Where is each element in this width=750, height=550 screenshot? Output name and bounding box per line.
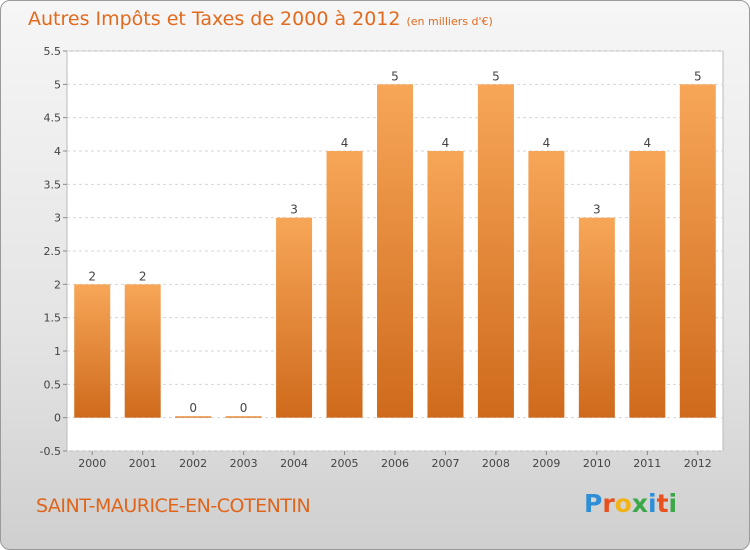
- y-tick-label: 3: [54, 212, 61, 225]
- data-label: 5: [391, 69, 399, 83]
- x-tick-label: 2011: [633, 457, 661, 470]
- x-tick-label: 2000: [78, 457, 106, 470]
- x-tick-label: 2004: [280, 457, 308, 470]
- x-tick-label: 2003: [230, 457, 258, 470]
- bar: [528, 151, 565, 418]
- x-tick-label: 2007: [431, 457, 459, 470]
- x-tick-label: 2002: [179, 457, 207, 470]
- data-label: 2: [139, 269, 147, 283]
- bar: [225, 416, 262, 418]
- x-tick-label: 2001: [129, 457, 157, 470]
- y-tick-label: 1.5: [44, 312, 62, 325]
- x-tick-label: 2008: [482, 457, 510, 470]
- logo-letter: i: [648, 489, 657, 518]
- commune-name: SAINT-MAURICE-EN-COTENTIN: [36, 495, 311, 517]
- y-tick-label: 4: [54, 145, 61, 158]
- data-label: 3: [290, 203, 298, 217]
- chart-subtitle: (en milliers d'€): [406, 15, 493, 28]
- chart-title-text: Autres Impôts et Taxes de 2000 à 2012: [28, 8, 401, 30]
- data-label: 4: [341, 136, 349, 150]
- x-tick-label: 2010: [583, 457, 611, 470]
- y-tick-label: 2: [54, 278, 61, 291]
- logo-letter: t: [656, 489, 669, 518]
- data-label: 0: [240, 401, 248, 415]
- x-tick-label: 2009: [532, 457, 560, 470]
- logo-letter: i: [668, 489, 678, 518]
- data-label: 4: [543, 136, 551, 150]
- data-label: 3: [593, 203, 601, 217]
- data-label: 2: [88, 269, 96, 283]
- data-label: 0: [189, 401, 197, 415]
- chart-title: Autres Impôts et Taxes de 2000 à 2012 (en…: [28, 8, 493, 30]
- bar: [276, 217, 313, 418]
- y-tick-label: 0: [54, 412, 61, 425]
- logo-letter: P: [584, 489, 603, 518]
- data-label: 4: [442, 136, 450, 150]
- y-tick-label: 5: [54, 78, 61, 91]
- y-tick-label: 4.5: [44, 112, 62, 125]
- logo-letter: r: [602, 489, 615, 518]
- bar: [326, 151, 363, 418]
- bar: [377, 84, 413, 418]
- bar: [578, 217, 615, 418]
- bar: [124, 284, 161, 418]
- y-tick-label: 1: [54, 345, 61, 358]
- x-tick-label: 2006: [381, 457, 409, 470]
- x-tick-label: 2012: [684, 457, 712, 470]
- data-label: 4: [643, 136, 651, 150]
- bar: [679, 84, 716, 418]
- y-tick-label: -0.5: [40, 445, 61, 458]
- bar: [74, 284, 111, 418]
- y-tick-label: 5.5: [44, 45, 62, 58]
- y-tick-label: 0.5: [44, 378, 62, 391]
- y-tick-label: 2.5: [44, 245, 62, 258]
- bar: [629, 151, 666, 418]
- data-label: 5: [694, 69, 702, 83]
- y-tick-label: 3.5: [44, 178, 62, 191]
- logo-letter: x: [631, 489, 648, 518]
- bar: [427, 151, 464, 418]
- data-label: 5: [492, 69, 500, 83]
- bar: [477, 84, 514, 418]
- bar: [175, 416, 212, 418]
- proxiti-logo: Proxiti: [584, 489, 677, 518]
- x-tick-label: 2005: [331, 457, 359, 470]
- logo-letter: o: [614, 489, 632, 518]
